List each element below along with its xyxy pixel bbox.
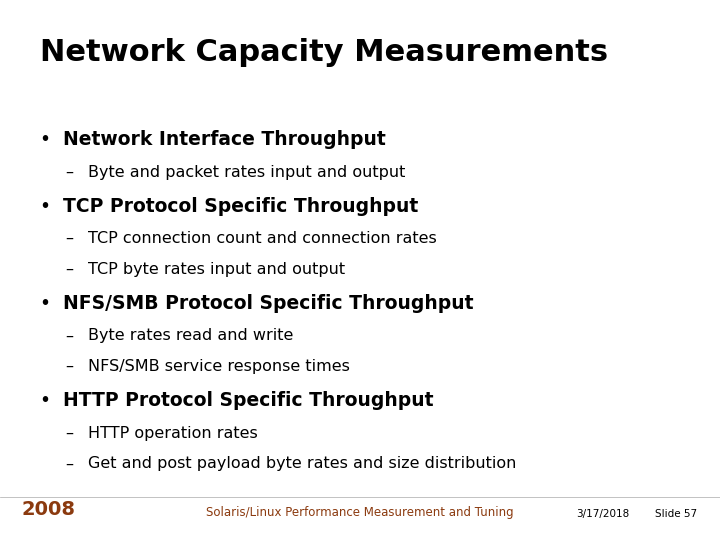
Text: •: •	[40, 130, 50, 148]
Text: Slide 57: Slide 57	[655, 509, 698, 519]
Text: –: –	[65, 165, 73, 180]
Text: •: •	[40, 294, 50, 313]
Text: Solaris/Linux Performance Measurement and Tuning: Solaris/Linux Performance Measurement an…	[206, 507, 514, 519]
Text: Network Interface Throughput: Network Interface Throughput	[63, 130, 385, 148]
Text: 3/17/2018: 3/17/2018	[576, 509, 629, 519]
Text: –: –	[65, 328, 73, 343]
Text: TCP Protocol Specific Throughput: TCP Protocol Specific Throughput	[63, 197, 418, 216]
Text: Byte rates read and write: Byte rates read and write	[88, 328, 293, 343]
Text: –: –	[65, 359, 73, 374]
Text: NFS/SMB Protocol Specific Throughput: NFS/SMB Protocol Specific Throughput	[63, 294, 473, 313]
Text: Get and post payload byte rates and size distribution: Get and post payload byte rates and size…	[88, 456, 516, 471]
Text: Network Capacity Measurements: Network Capacity Measurements	[40, 38, 608, 67]
Text: TCP byte rates input and output: TCP byte rates input and output	[88, 262, 345, 277]
Text: –: –	[65, 456, 73, 471]
Text: •: •	[40, 392, 50, 410]
Text: Byte and packet rates input and output: Byte and packet rates input and output	[88, 165, 405, 180]
Text: NFS/SMB service response times: NFS/SMB service response times	[88, 359, 350, 374]
Text: –: –	[65, 262, 73, 277]
Text: –: –	[65, 231, 73, 246]
Text: HTTP Protocol Specific Throughput: HTTP Protocol Specific Throughput	[63, 392, 433, 410]
Text: –: –	[65, 426, 73, 441]
Text: 2008: 2008	[22, 501, 76, 519]
Text: TCP connection count and connection rates: TCP connection count and connection rate…	[88, 231, 436, 246]
Text: •: •	[40, 197, 50, 216]
Text: HTTP operation rates: HTTP operation rates	[88, 426, 258, 441]
